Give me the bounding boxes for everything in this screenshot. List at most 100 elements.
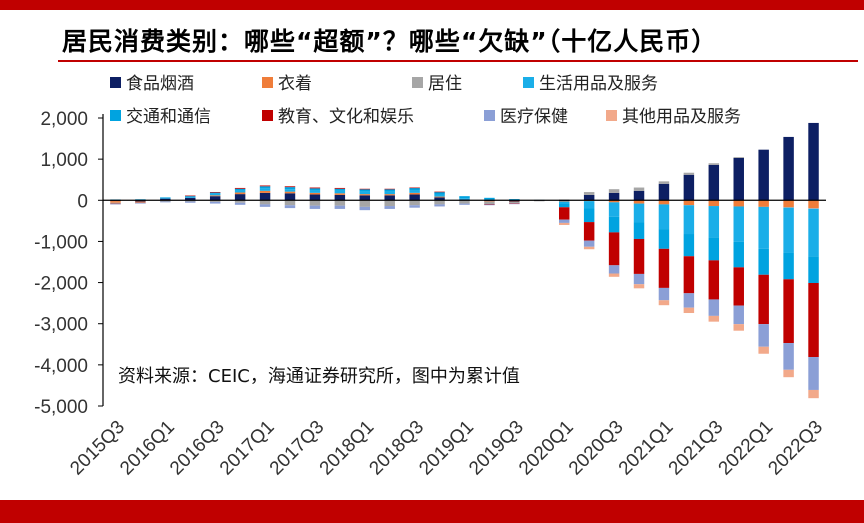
y-tick-label: -1,000 [34, 232, 88, 253]
bar-segment [608, 265, 620, 274]
x-tick-label: 2020Q1 [515, 417, 578, 480]
bar-segment [683, 174, 695, 201]
x-tick-label: 2018Q1 [316, 417, 379, 480]
bar-segment [658, 183, 670, 201]
bar-segment [633, 284, 645, 289]
bar-segment [708, 163, 720, 165]
bar-segment [334, 188, 346, 191]
bar-segment [558, 201, 570, 202]
bar-segment [185, 200, 196, 202]
bar-segment [384, 195, 395, 201]
bar-segment [558, 219, 570, 223]
bar-segment [409, 194, 420, 201]
x-tick-label: 2018Q3 [366, 417, 429, 480]
bar-segment [234, 190, 246, 193]
y-tick-label: -4,000 [34, 356, 88, 377]
x-tick-label: 2022Q1 [715, 417, 778, 480]
bar-segment [334, 193, 346, 195]
bar-segment [434, 197, 445, 201]
bar-segment [509, 200, 520, 202]
bar-segment [209, 192, 221, 194]
x-tick-label: 2019Q3 [465, 417, 528, 480]
bar-segment [583, 194, 595, 201]
bar-segment [185, 201, 196, 203]
bar-segment [160, 197, 171, 199]
bar-segment [633, 238, 645, 274]
y-tick-label: 2,000 [40, 109, 88, 130]
y-tick-label: -2,000 [34, 274, 88, 295]
bar-segment [558, 201, 570, 204]
bar-segment [259, 204, 271, 207]
bar-segment [583, 192, 595, 195]
bar-segment [135, 199, 146, 200]
bar-segment [683, 307, 695, 314]
bar-segment [658, 204, 670, 230]
bar-segment [334, 200, 346, 206]
bar-segment [284, 193, 296, 201]
bar-segment [409, 187, 420, 191]
bar-segment [359, 191, 371, 195]
legend-swatch [484, 110, 495, 121]
bar-segment [234, 187, 246, 189]
bar-segment [808, 256, 819, 283]
bar-segment [160, 197, 171, 199]
bar-segment [309, 187, 321, 189]
bar-segment [409, 205, 420, 208]
bar-segment [284, 186, 296, 188]
bar-segment [234, 192, 246, 195]
x-tick-label: 2016Q1 [116, 417, 179, 480]
bar-segment [359, 206, 371, 211]
legend-swatch [262, 77, 273, 88]
bar-segment [608, 202, 620, 217]
bar-segment [658, 287, 670, 301]
bar-segment [434, 200, 445, 205]
bar-segment [658, 200, 670, 205]
bar-segment [309, 192, 321, 195]
y-tick-label: -3,000 [34, 315, 88, 336]
bar-segment [509, 201, 520, 203]
x-tick-label: 2020Q3 [565, 417, 628, 480]
x-tick-label: 2017Q1 [216, 417, 279, 480]
x-tick-label: 2021Q3 [665, 417, 728, 480]
bar-segment [608, 189, 620, 193]
bar-segment [484, 201, 495, 202]
bar-segment [135, 200, 146, 202]
bar-segment [209, 201, 221, 204]
bar-segment [259, 188, 271, 191]
bar-segment [434, 191, 445, 193]
legend-label: 医疗保健 [500, 107, 568, 127]
bar-segment [708, 237, 720, 261]
bar-segment [359, 194, 371, 196]
bar-segment [608, 200, 620, 203]
bar-segment [758, 248, 769, 275]
bar-segment [384, 189, 395, 192]
bar-segment [110, 203, 121, 205]
bar-segment [259, 200, 271, 205]
x-tick-label: 2022Q3 [764, 417, 827, 480]
bar-segment [284, 200, 296, 206]
bar-segment [658, 248, 670, 288]
y-tick-label: 1,000 [40, 150, 88, 171]
bar-segment [384, 206, 395, 209]
bar-segment [234, 202, 246, 205]
bar-segment [733, 324, 744, 331]
bar-segment [708, 315, 720, 322]
bar-segment [209, 195, 221, 197]
x-tick-label: 2016Q3 [166, 417, 229, 480]
bar-segment [309, 188, 321, 191]
bar-segment [384, 194, 395, 196]
bar-segment [733, 267, 744, 306]
bar-segment [783, 136, 794, 201]
bar-segment [733, 241, 744, 268]
bar-segment [758, 206, 769, 249]
bar-segment [334, 187, 346, 189]
bar-segment [783, 200, 794, 208]
bar-segment [185, 195, 196, 197]
bar-segment [708, 200, 720, 207]
bar-segment [334, 194, 346, 201]
bar-segment [334, 190, 346, 194]
legend-swatch [262, 110, 273, 121]
legend-swatch [606, 110, 617, 121]
bar-segment [209, 193, 221, 196]
bar-segment [135, 201, 146, 203]
